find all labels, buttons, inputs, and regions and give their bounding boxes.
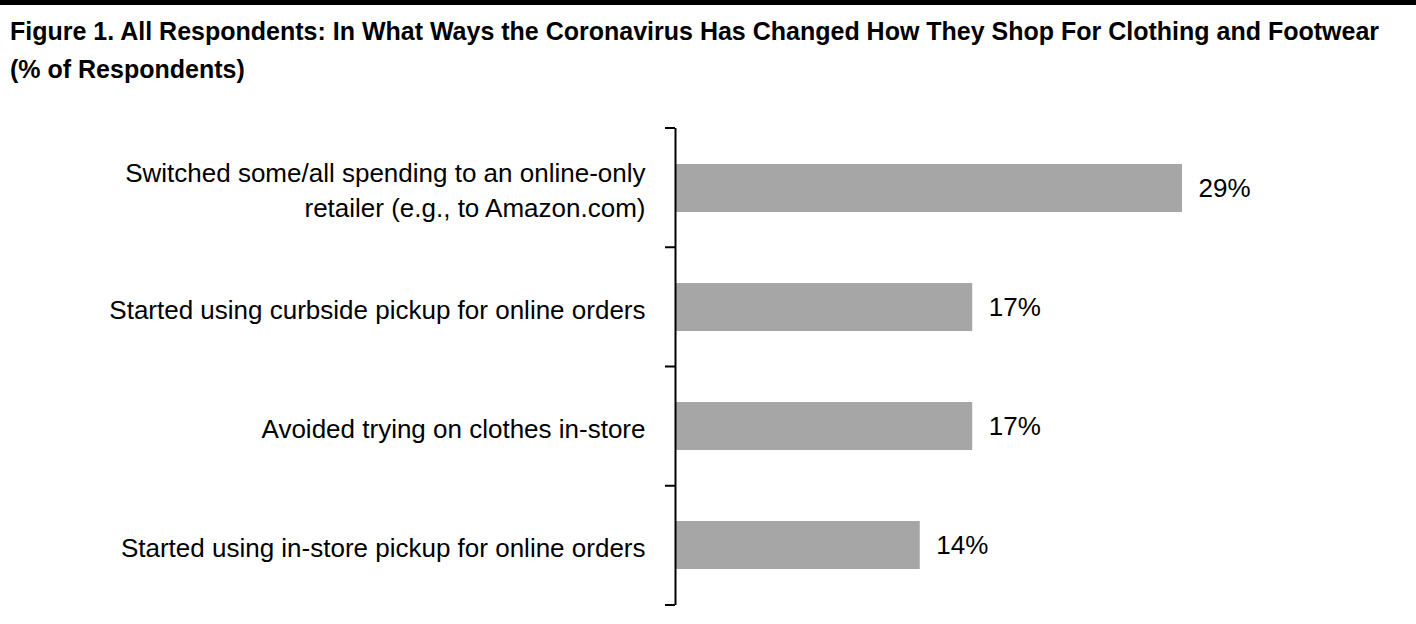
svg-text:Started using in-store pickup: Started using in-store pickup for online… [121,533,646,563]
svg-text:Avoided trying on clothes in-s: Avoided trying on clothes in-store [262,414,646,444]
svg-text:17%: 17% [989,411,1041,441]
svg-text:14%: 14% [936,530,988,560]
svg-text:29%: 29% [1199,173,1251,203]
svg-text:17%: 17% [989,292,1041,322]
svg-text:Started using curbside pickup: Started using curbside pickup for online… [109,295,645,325]
html-text:Figure 1. All Respondents: In: Figure 1. All Respondents: In What Ways … [10,17,1380,83]
svg-text:Switched some/all spending to: Switched some/all spending to an online-… [125,158,645,223]
